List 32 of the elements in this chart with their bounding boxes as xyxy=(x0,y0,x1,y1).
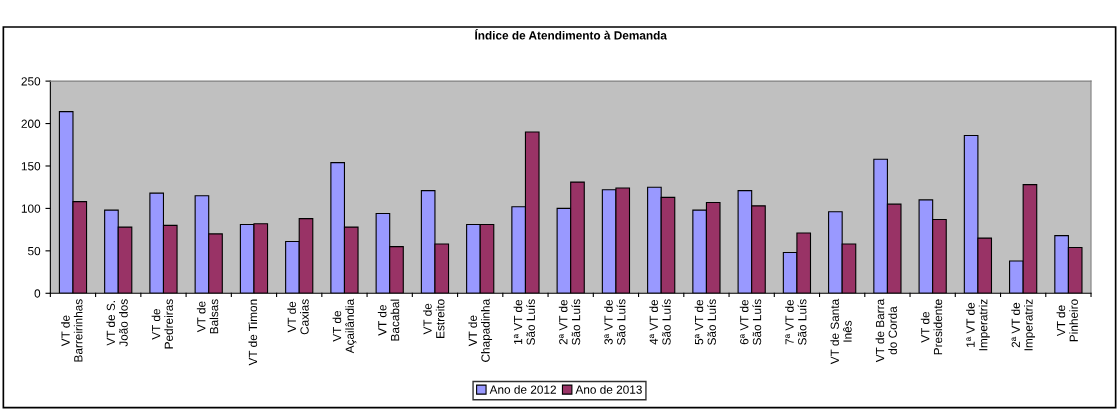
x-tick-label: VT de Barra do Corda xyxy=(875,298,897,363)
x-tick-label: VT de Açailândia xyxy=(332,298,357,354)
x-tick-label: 1ª VT de São Luís xyxy=(513,299,535,345)
x-tick-label: 5ª VT de São Luís xyxy=(694,299,716,345)
x-tick-label: 2ª VT de Imperatriz xyxy=(1011,299,1036,351)
x-tick-label: VT de Santa Inês xyxy=(830,298,852,365)
x-tick-label: VT de Chapadinha xyxy=(468,298,493,362)
x-tick-label: VT de Timon xyxy=(248,299,258,366)
y-tick-label: 200 xyxy=(21,119,41,128)
y-tick-label: 50 xyxy=(27,246,41,256)
x-tick-label: VT de Balsas xyxy=(196,299,219,334)
x-tick-label: VT de S. João dos xyxy=(106,299,128,347)
x-tick-label: 7ª VT de São Luís xyxy=(785,299,807,345)
x-tick-label: VT de Estreito xyxy=(423,299,445,338)
y-tick-label: 0 xyxy=(34,289,41,298)
x-tick-label: VT de Presidente xyxy=(920,299,943,355)
x-tick-label: VT de Pinheiro xyxy=(1056,299,1078,342)
y-tick-label: 100 xyxy=(21,204,41,213)
x-tick-label: VT de Bacabal xyxy=(377,299,400,341)
legend-label: Ano de 2013 xyxy=(575,385,642,394)
x-tick-label: VT de Barreirinhas xyxy=(61,299,83,362)
x-tick-label: 2ª VT de São Luís xyxy=(558,299,581,345)
y-tick-label: 250 xyxy=(21,77,41,86)
y-tick-label: 150 xyxy=(21,162,41,171)
x-tick-label: VT de Pedreiras xyxy=(151,299,173,349)
chart-title: Índice de Atendimento à Demanda xyxy=(475,28,667,40)
x-tick-label: 3ª VT de São Luís xyxy=(604,299,626,345)
x-tick-label: VT de Caxias xyxy=(287,299,309,335)
legend-label: Ano de 2012 xyxy=(489,385,556,394)
x-tick-label: 6ª VT de São Luís xyxy=(739,299,762,345)
x-tick-label: 4ª VT de São Luís xyxy=(649,299,671,345)
x-tick-label: 1ª VT de Imperatriz xyxy=(966,299,990,351)
